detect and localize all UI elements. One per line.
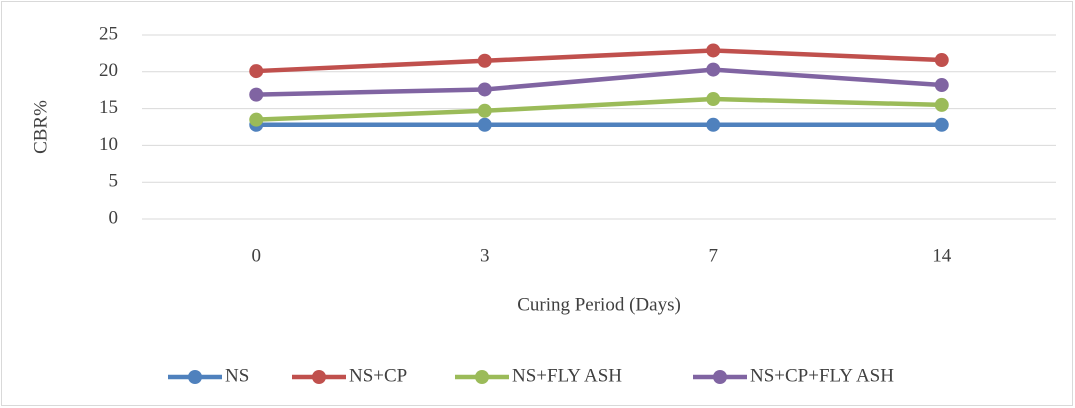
x-axis-title: Curing Period (Days) [517,294,681,315]
data-point [477,117,492,132]
y-tick-label: 20 [99,60,118,81]
data-point [477,53,492,68]
legend-swatch-marker [713,370,727,384]
x-tick-label: 14 [932,245,952,266]
data-point [706,43,721,58]
y-tick-label: 15 [99,97,118,118]
series-line [256,96,942,122]
legend-swatch-marker [475,370,489,384]
data-point [249,64,264,79]
y-axis-title: CBR% [30,100,51,154]
y-tick-label: 5 [109,171,119,192]
series-line [256,48,942,74]
data-point [249,87,264,102]
y-tick-label: 10 [99,134,118,155]
legend-label: NS+CP [349,365,407,386]
legend-swatch-marker [188,370,202,384]
x-tick-label: 3 [480,245,490,266]
x-tick-label: 0 [252,245,262,266]
data-point [706,117,721,132]
data-point [934,97,949,112]
legend-swatch-marker [312,370,326,384]
data-point [934,53,949,68]
legend-label: NS [225,365,249,386]
data-point [477,103,492,118]
data-point [249,112,264,127]
series-line [256,67,942,97]
x-tick-label: 7 [709,245,719,266]
data-point [934,78,949,93]
data-point [934,117,949,132]
data-point [706,92,721,107]
legend-label: NS+CP+FLY ASH [750,365,894,386]
legend-label: NS+FLY ASH [512,365,622,386]
data-point [477,82,492,97]
y-tick-label: 0 [109,207,119,228]
data-point [706,62,721,77]
y-tick-label: 25 [99,23,118,44]
